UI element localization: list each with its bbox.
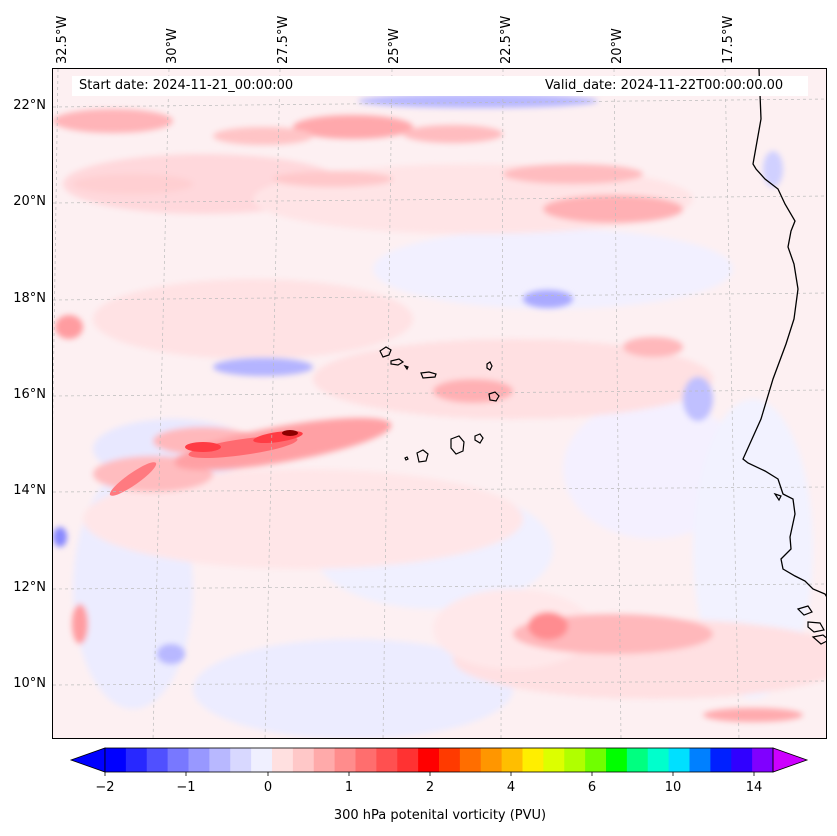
lat-label-16n: 16°N	[13, 387, 46, 402]
pv-contours	[53, 109, 826, 738]
colorbar-swatch	[564, 748, 586, 772]
bissagos-coast	[773, 492, 826, 645]
colorbar-swatch	[626, 748, 649, 772]
colorbar-swatch	[710, 748, 732, 772]
colorbar-swatch	[668, 748, 690, 772]
lon-label-20w: 20°W	[610, 28, 625, 64]
colorbar-swatch	[418, 748, 440, 772]
colorbar-swatch	[167, 748, 189, 772]
colorbar-swatch	[397, 748, 419, 772]
cb-tick-14: 14	[745, 780, 763, 795]
cb-tick-0: 0	[263, 780, 273, 795]
colorbar-swatch	[501, 748, 523, 772]
lat-label-12n: 12°N	[13, 580, 46, 595]
cb-tick-minus1: −1	[176, 780, 196, 795]
pv-field-svg	[53, 69, 826, 738]
colorbar-swatch	[543, 748, 565, 772]
colorbar-swatch	[752, 748, 774, 772]
colorbar-swatch	[522, 748, 544, 772]
colorbar-swatch	[439, 748, 461, 772]
colorbar-swatch	[480, 748, 503, 772]
cb-tick-1: 1	[344, 780, 354, 795]
colorbar-swatch	[209, 748, 231, 772]
lon-label-30w: 30°W	[165, 28, 180, 64]
cb-tick-6: 6	[587, 780, 597, 795]
graticule	[53, 69, 826, 738]
colorbar-swatch	[731, 748, 753, 772]
lon-label-17-5w: 17.5°W	[721, 15, 736, 64]
colorbar-swatch	[125, 748, 148, 772]
colorbar-swatch	[459, 748, 482, 772]
african-coastline	[742, 69, 826, 597]
colorbar-max-extend	[772, 747, 809, 773]
lon-label-32-5w: 32.5°W	[55, 15, 70, 64]
colorbar-swatch	[689, 748, 711, 772]
colorbar-swatch	[105, 748, 127, 772]
colorbar-swatch	[313, 748, 336, 772]
colorbar-swatch	[292, 748, 315, 772]
pv-streamer	[109, 417, 392, 496]
colorbar-border	[104, 747, 774, 773]
pv-colorbar	[69, 747, 809, 776]
colorbar-swatch	[251, 748, 273, 772]
colorbar-swatch	[230, 748, 252, 772]
lat-label-18n: 18°N	[13, 291, 46, 306]
colorbar-swatch	[647, 748, 670, 772]
colorbar-label: 300 hPa potenital vorticity (PVU)	[333, 808, 547, 823]
start-date-text: Start date: 2024-11-21_00:00:00	[79, 78, 294, 93]
colorbar-swatch	[355, 748, 377, 772]
lat-label-10n: 10°N	[13, 676, 46, 691]
colorbar-swatch	[376, 748, 398, 772]
negative-pv-patches	[53, 94, 783, 664]
colorbar-swatch	[272, 748, 294, 772]
valid-date-text: Valid_date: 2024-11-22T00:00:00.00	[545, 78, 784, 93]
lon-label-25w: 25°W	[387, 28, 402, 64]
lat-label-20n: 20°N	[13, 194, 46, 209]
colorbar-swatch	[146, 748, 169, 772]
colorbar-swatch	[334, 748, 356, 772]
colorbar-swatch	[606, 748, 628, 772]
cape-verde-islands	[379, 346, 500, 463]
colorbar-min-extend	[69, 747, 106, 773]
lat-label-14n: 14°N	[13, 483, 46, 498]
lon-label-22-5w: 22.5°W	[499, 15, 514, 64]
lat-label-22n: 22°N	[13, 98, 46, 113]
date-info-bar	[72, 76, 808, 96]
colorbar-swatch	[188, 748, 210, 772]
pv-map	[52, 68, 827, 739]
cb-tick-10: 10	[664, 780, 682, 795]
cb-tick-4: 4	[506, 780, 516, 795]
cb-tick-2: 2	[425, 780, 435, 795]
lon-label-27-5w: 27.5°W	[276, 15, 291, 64]
colorbar-swatch	[585, 748, 607, 772]
cb-tick-minus2: −2	[95, 780, 115, 795]
